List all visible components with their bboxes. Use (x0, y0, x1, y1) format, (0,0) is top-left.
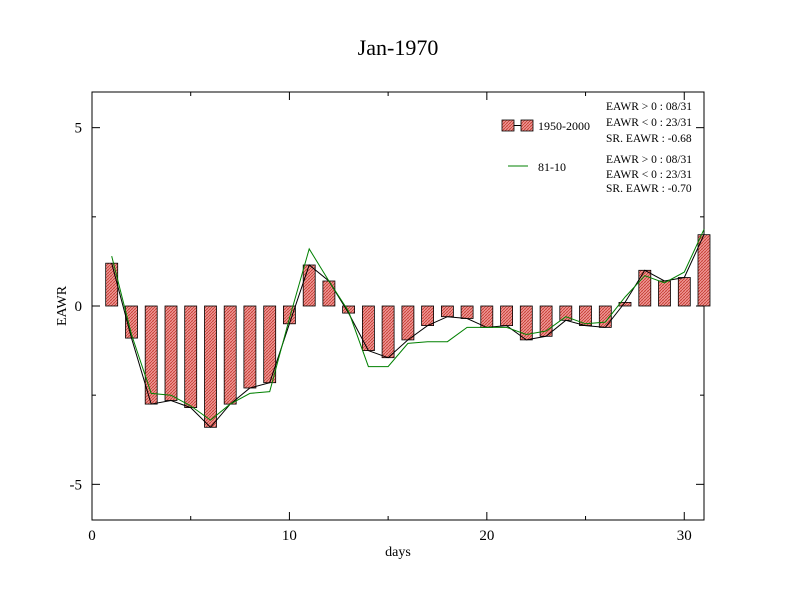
x-tick-label: 20 (479, 528, 494, 544)
bar-day-6 (204, 305, 217, 428)
line-series-1950-2000-mean (111, 234, 705, 429)
stat-1950-positive: EAWR > 0 : 08/31 (606, 101, 692, 113)
bar-day-14 (361, 305, 375, 351)
legend-label-81-10: 81-10 (538, 160, 566, 174)
y-axis-ticks: 5 0 -5 (70, 121, 704, 493)
stat-8110-positive: EAWR > 0 : 08/31 (606, 154, 692, 166)
bar-day-12 (322, 280, 336, 307)
x-tick-label: 0 (88, 528, 96, 544)
bar-day-5 (184, 305, 198, 408)
bar-day-10 (282, 305, 296, 325)
line-series-81-10 (111, 229, 705, 421)
legend-label-1950-2000: 1950-2000 (538, 119, 590, 133)
x-axis-label: days (385, 545, 411, 560)
legend: 1950-2000 81-10 (501, 119, 590, 174)
bar-day-20 (480, 305, 494, 328)
bar-day-21 (500, 305, 514, 327)
stats-annotations: EAWR > 0 : 08/31 EAWR < 0 : 23/31 SR. EA… (606, 101, 692, 195)
bar-day-29 (658, 280, 671, 307)
legend-bar-swatch-2 (520, 119, 534, 132)
bar-day-4 (164, 305, 178, 401)
stat-1950-sr: SR. EAWR : -0.68 (606, 133, 692, 145)
bar-day-7 (223, 305, 237, 405)
y-tick-label: 5 (75, 121, 83, 137)
bar-day-31 (697, 234, 711, 307)
bar-day-30 (677, 277, 691, 307)
bar-day-17 (421, 305, 435, 327)
stat-8110-sr: SR. EAWR : -0.70 (606, 183, 692, 195)
x-axis-ticks: 0 10 20 30 (88, 92, 692, 544)
bar-day-1 (105, 262, 119, 307)
bar-day-11 (302, 264, 316, 307)
bar-day-19 (460, 305, 474, 319)
bar-series-1950-2000 (105, 234, 711, 428)
stat-8110-negative: EAWR < 0 : 23/31 (606, 169, 692, 181)
bar-day-15 (381, 305, 395, 359)
stat-1950-negative: EAWR < 0 : 23/31 (606, 117, 692, 129)
bar-day-16 (401, 305, 415, 341)
x-tick-label: 30 (677, 528, 692, 544)
y-tick-label: -5 (70, 477, 83, 493)
y-tick-label: 0 (75, 299, 83, 315)
bar-day-18 (440, 305, 454, 318)
bar-day-8 (243, 305, 257, 389)
legend-bar-swatch (501, 119, 515, 132)
y-axis-label: EAWR (55, 285, 70, 326)
x-tick-label: 10 (282, 528, 297, 544)
chart-title: Jan-1970 (358, 35, 439, 60)
